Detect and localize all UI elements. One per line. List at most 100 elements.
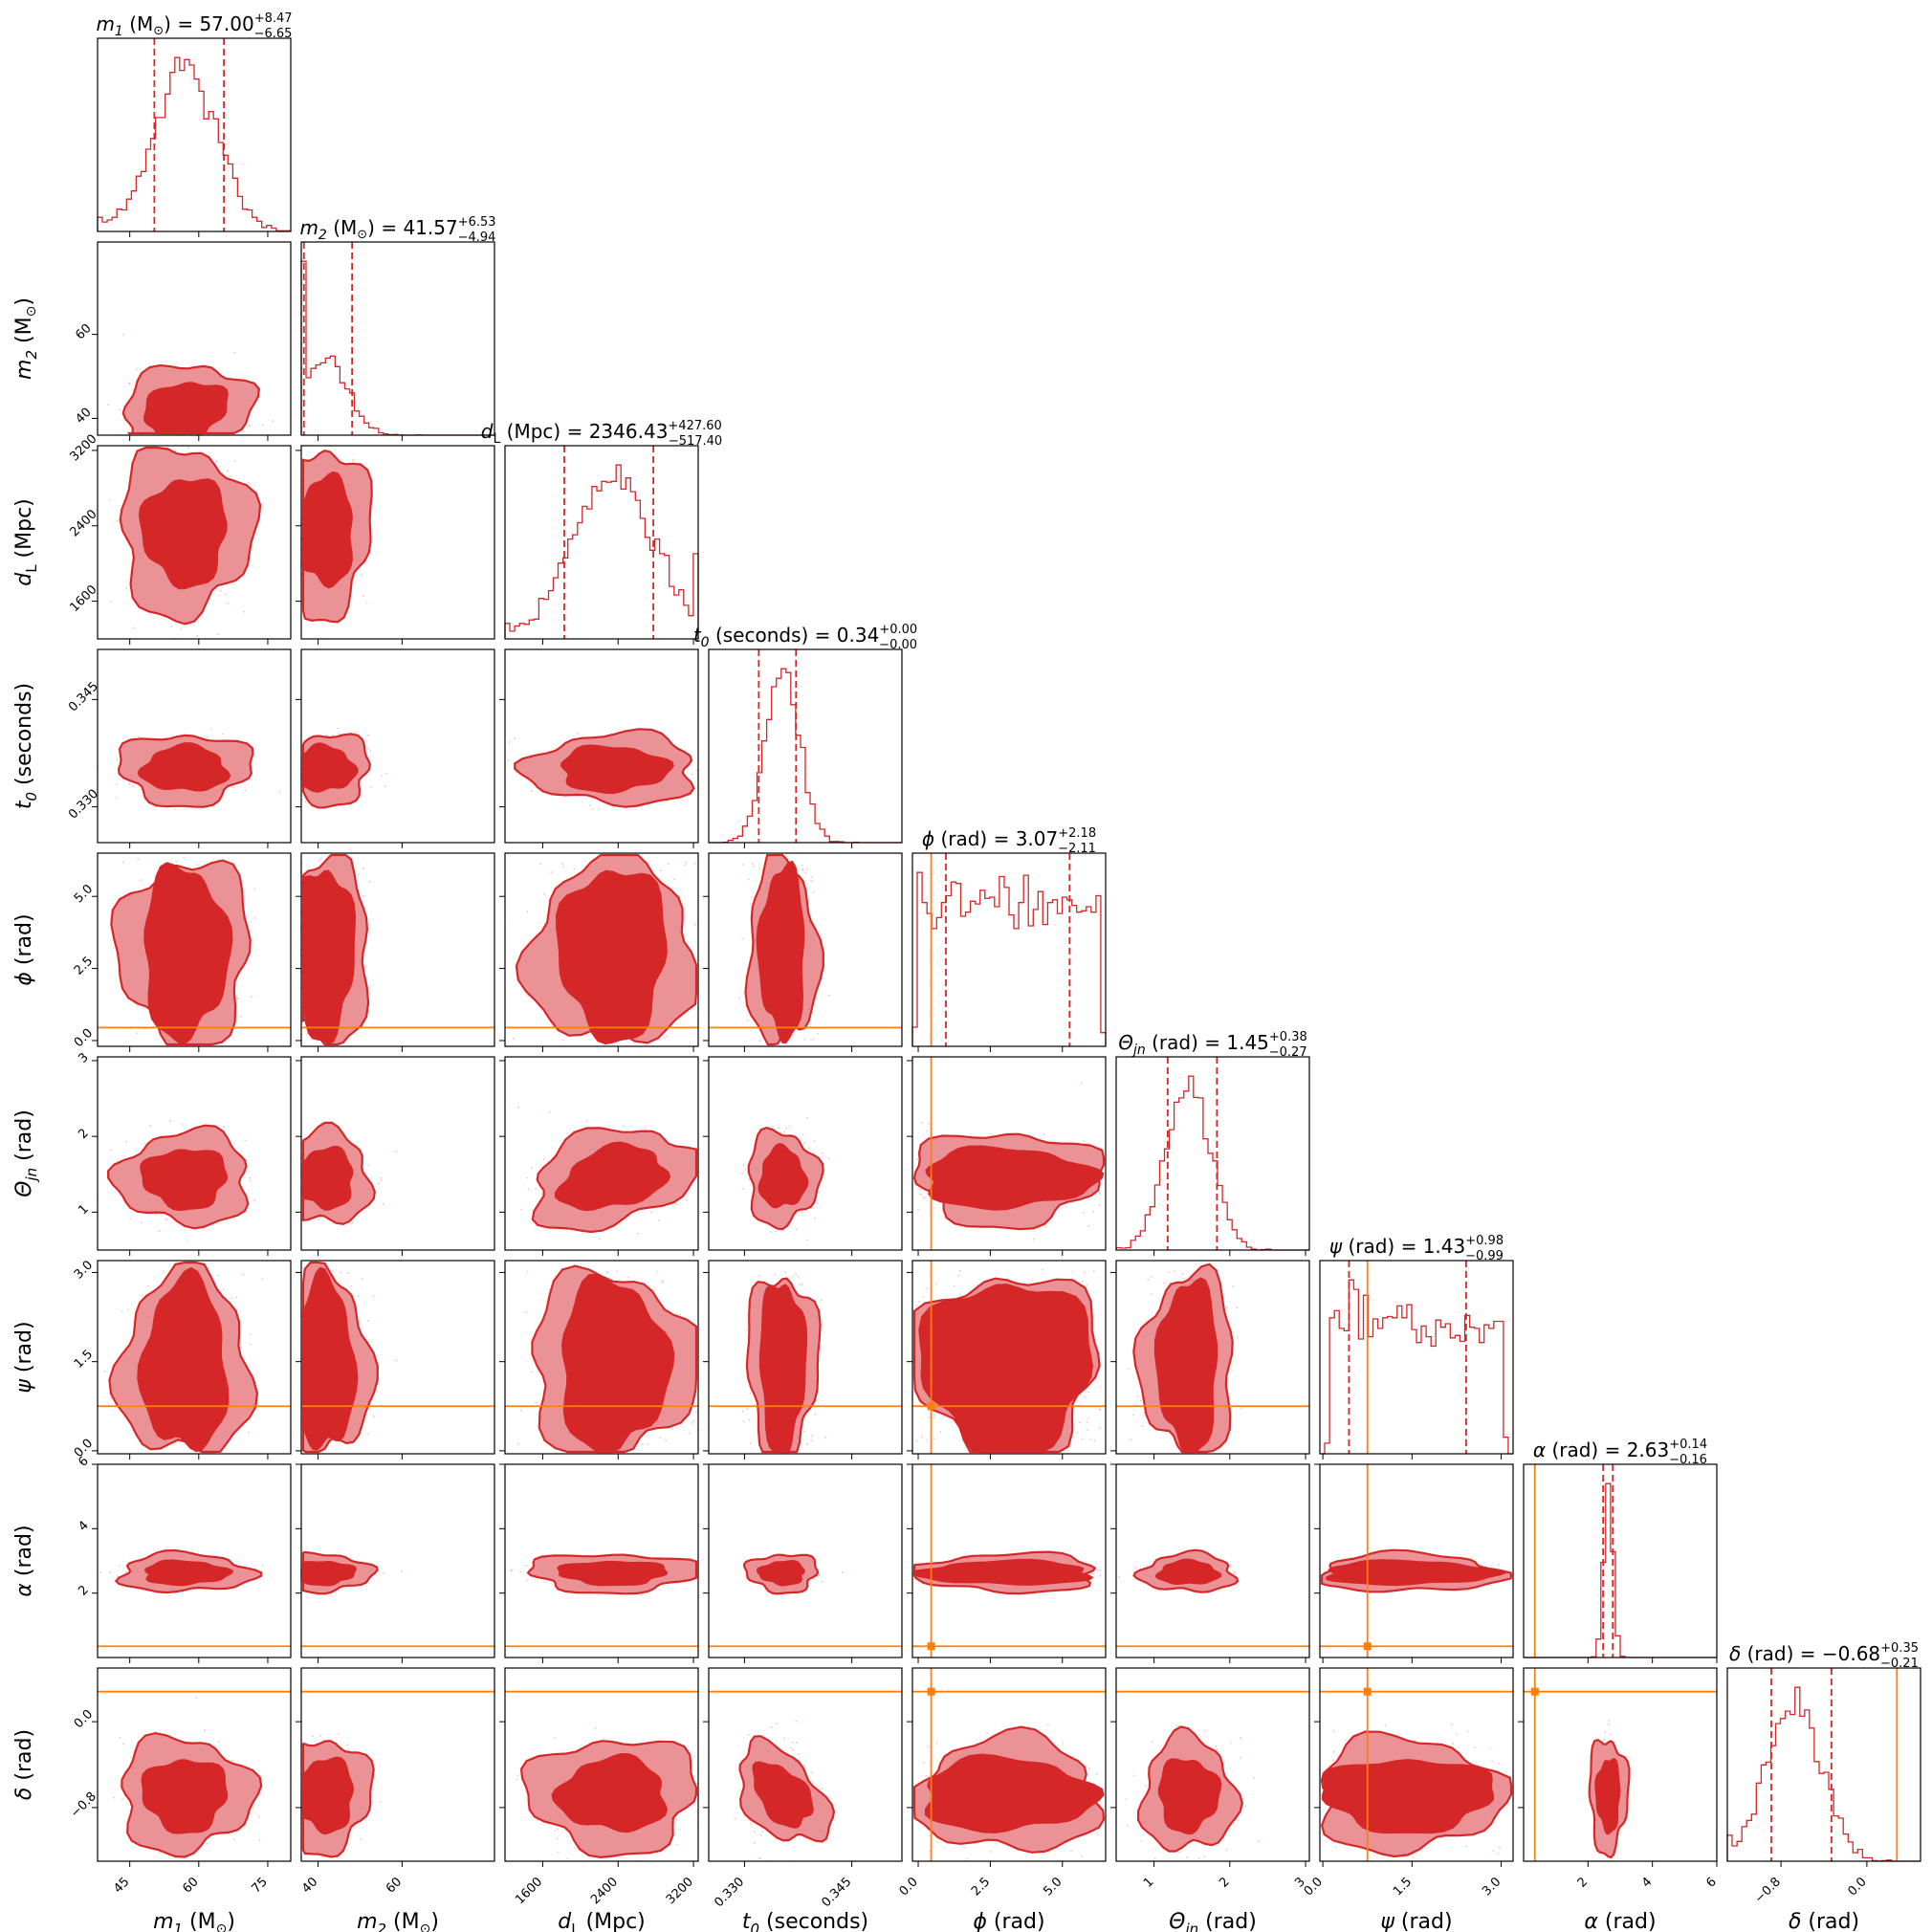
scatter-point	[656, 1270, 659, 1273]
scatter-point	[1142, 1412, 1145, 1414]
scatter-point	[320, 857, 322, 860]
scatter-point	[130, 1756, 132, 1759]
scatter-point	[367, 1320, 369, 1322]
scatter-point	[788, 1125, 791, 1128]
scatter-point	[807, 1147, 810, 1150]
scatter-point	[616, 1270, 618, 1273]
scatter-point	[784, 1271, 787, 1274]
histogram-psi	[1320, 1279, 1513, 1455]
panel-frame	[97, 648, 292, 844]
scatter-point	[691, 773, 693, 776]
scatter-point	[918, 1188, 921, 1191]
panel-frame	[97, 241, 292, 436]
truth-marker	[927, 1402, 935, 1411]
truth-marker	[1363, 1642, 1372, 1651]
marginal-t0: t0 (seconds) = 0.34+0.00 −0.00	[693, 623, 917, 848]
scatter-point	[1092, 1270, 1095, 1273]
scatter-point	[1044, 1226, 1047, 1228]
scatter-point	[819, 1573, 822, 1575]
scatter-point	[526, 1270, 529, 1273]
scatter-point	[666, 1035, 668, 1038]
scatter-point	[381, 1179, 383, 1181]
panel-alpha-vs-m1: 246	[76, 1454, 292, 1663]
scatter-point	[813, 1578, 815, 1580]
panel-frame	[1115, 1260, 1310, 1455]
scatter-point	[818, 1574, 821, 1576]
panel-frame	[97, 1463, 292, 1658]
panel-frame	[300, 852, 495, 1047]
panel-frame	[911, 1463, 1107, 1658]
scatter-point	[926, 1130, 929, 1132]
marginal-theta: Θjn (rad) = 1.45+0.38 −0.27	[1115, 1030, 1310, 1256]
scatter-point	[661, 1280, 664, 1282]
panel-frame	[504, 1463, 699, 1658]
scatter-point	[514, 736, 516, 739]
contour-39	[555, 869, 669, 1045]
scatter-point	[1151, 1293, 1153, 1295]
scatter-point	[508, 741, 511, 743]
scatter-point	[919, 1193, 922, 1196]
scatter-point	[801, 865, 803, 867]
panel-frame	[504, 1056, 699, 1251]
scatter-point	[1236, 1306, 1239, 1309]
scatter-point	[742, 1420, 745, 1423]
scatter-point	[129, 1218, 132, 1220]
scatter-point	[1099, 1409, 1101, 1411]
scatter-point	[115, 796, 118, 799]
scatter-point	[933, 1438, 936, 1440]
scatter-point	[747, 878, 750, 881]
scatter-point	[623, 1125, 625, 1128]
panel-alpha-vs-phi	[907, 1463, 1107, 1663]
scatter-point	[220, 589, 222, 592]
contour-39	[1154, 1558, 1222, 1586]
panel-frame	[300, 1260, 495, 1455]
y-tick-label-alpha: 2	[76, 1583, 91, 1598]
scatter-point	[1168, 1282, 1171, 1284]
scatter-point	[165, 361, 167, 363]
scatter-point	[692, 1419, 694, 1422]
scatter-point	[1086, 1421, 1088, 1423]
panel-alpha-vs-m2	[296, 1463, 495, 1663]
scatter-point	[196, 634, 199, 637]
scatter-point	[351, 1221, 354, 1224]
scatter-point	[1099, 1570, 1101, 1571]
scatter-point	[377, 1182, 380, 1185]
scatter-point	[1096, 1569, 1099, 1571]
scatter-point	[158, 1852, 161, 1854]
scatter-point	[665, 1439, 667, 1442]
scatter-point	[1087, 1142, 1089, 1145]
panel-frame	[708, 852, 903, 1047]
scatter-point	[1128, 1368, 1131, 1371]
scatter-point	[109, 1570, 112, 1573]
scatter-point	[250, 1343, 252, 1346]
scatter-point	[367, 734, 369, 736]
histogram-alpha	[1524, 1482, 1717, 1658]
scatter-point	[685, 862, 688, 865]
scatter-point	[1088, 1438, 1091, 1441]
scatter-point	[143, 1143, 146, 1145]
scatter-point	[916, 1158, 919, 1161]
scatter-point	[224, 593, 227, 596]
scatter-point	[977, 1284, 979, 1285]
scatter-point	[249, 1179, 252, 1182]
scatter-point	[261, 1564, 264, 1567]
scatter-point	[236, 998, 239, 999]
scatter-point	[526, 910, 529, 912]
panel-frame	[300, 241, 495, 436]
scatter-point	[261, 1278, 264, 1281]
scatter-point	[187, 446, 189, 449]
y-tick-label-psi: 1.5	[72, 1348, 96, 1372]
panel-theta-vs-m1: 123	[76, 1050, 292, 1256]
scatter-point	[525, 1311, 528, 1313]
scatter-point	[649, 1211, 652, 1214]
scatter-point	[401, 1570, 404, 1572]
scatter-point	[370, 785, 373, 788]
scatter-point	[174, 808, 177, 811]
scatter-point	[539, 863, 541, 866]
marginal-m1: m1 (M⊙) = 57.00+8.47 −6.65	[96, 11, 293, 237]
scatter-point	[1134, 1566, 1137, 1569]
scatter-point	[358, 885, 361, 887]
scatter-point	[817, 1032, 819, 1035]
histogram-t0	[709, 668, 902, 844]
scatter-point	[585, 1119, 588, 1122]
